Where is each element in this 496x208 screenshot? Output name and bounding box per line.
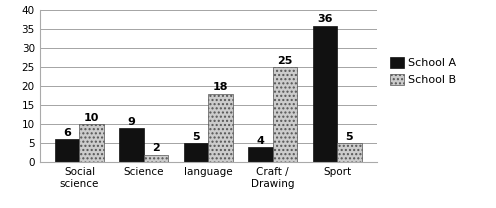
Bar — [144, 155, 168, 162]
Bar — [273, 67, 297, 162]
Text: 18: 18 — [213, 82, 228, 92]
Text: 36: 36 — [317, 14, 333, 24]
Bar — [312, 26, 337, 162]
Text: 25: 25 — [277, 56, 293, 66]
Text: 6: 6 — [63, 128, 71, 138]
Text: 2: 2 — [152, 143, 160, 153]
Text: 4: 4 — [256, 136, 264, 146]
Bar — [184, 143, 208, 162]
Bar — [337, 143, 362, 162]
Text: 9: 9 — [128, 116, 135, 126]
Bar — [79, 124, 104, 162]
Bar — [248, 147, 273, 162]
Bar — [208, 94, 233, 162]
Text: 10: 10 — [84, 113, 99, 123]
Bar — [55, 139, 79, 162]
Legend: School A, School B: School A, School B — [386, 52, 461, 90]
Bar — [120, 128, 144, 162]
Text: 5: 5 — [192, 132, 200, 142]
Text: 5: 5 — [346, 132, 353, 142]
